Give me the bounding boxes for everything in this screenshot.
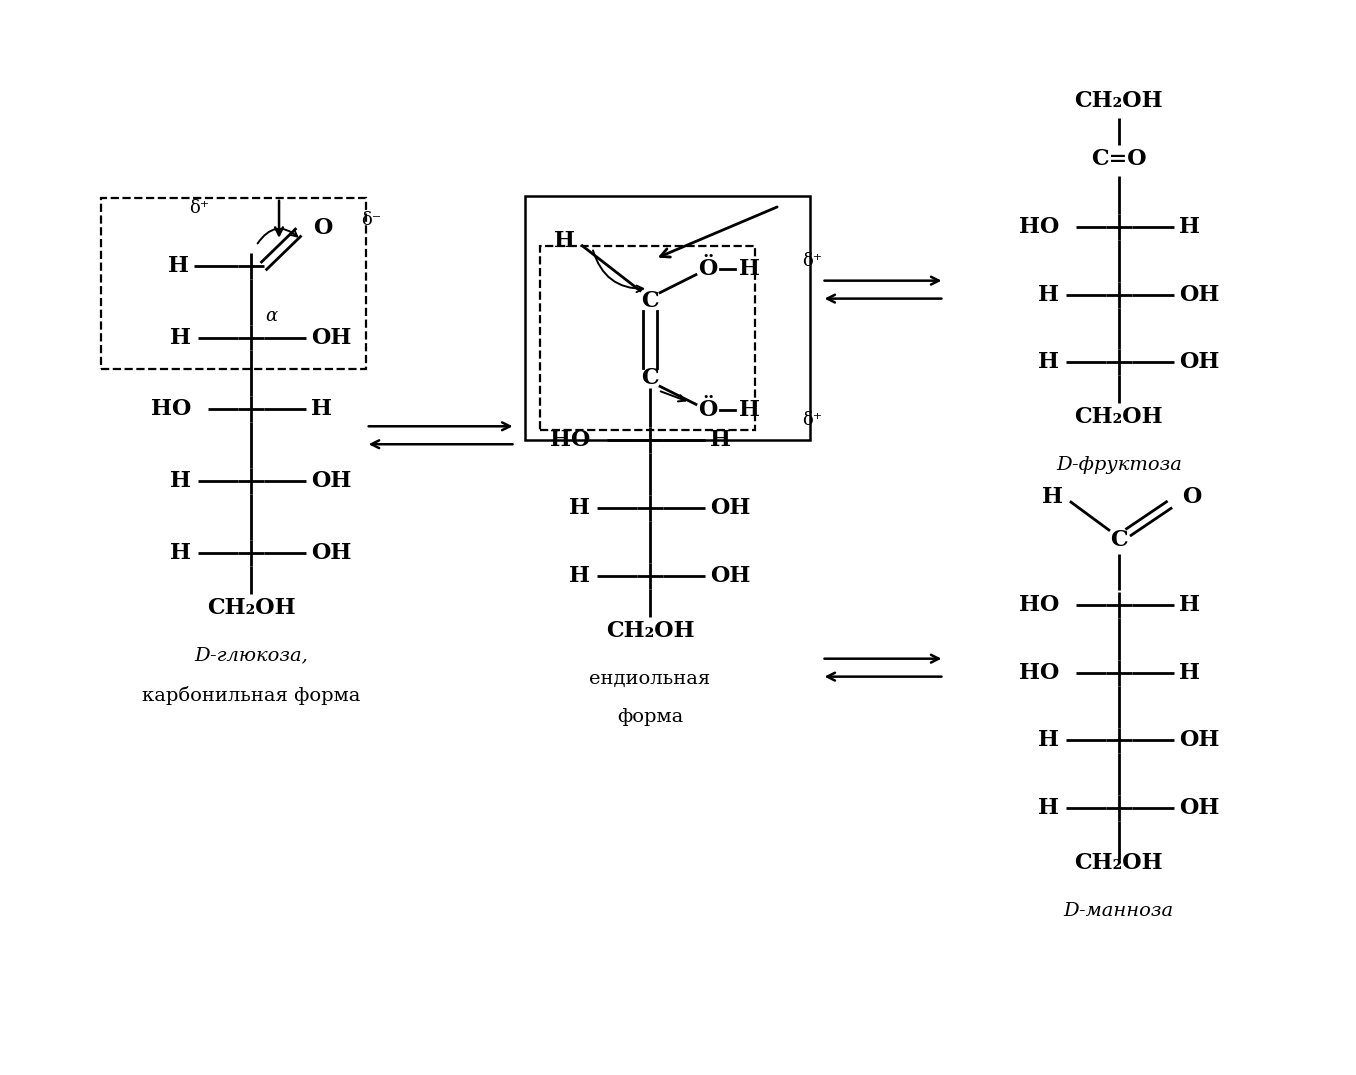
Text: C: C [641, 368, 659, 389]
Text: D-манноза: D-манноза [1064, 902, 1174, 920]
Text: HO: HO [1018, 216, 1059, 238]
Text: H: H [570, 564, 590, 587]
Text: H: H [1178, 661, 1200, 684]
Text: H: H [1037, 730, 1059, 751]
Text: O: O [1181, 486, 1201, 508]
Text: H: H [171, 327, 191, 348]
Text: δ⁺: δ⁺ [803, 252, 823, 270]
Text: OH: OH [711, 497, 750, 519]
Text: D-глюкоза,: D-глюкоза, [194, 647, 308, 664]
Text: H: H [1037, 352, 1059, 373]
Text: OH: OH [1178, 730, 1219, 751]
Text: H: H [311, 399, 332, 420]
Text: форма: форма [617, 707, 683, 726]
Text: H: H [171, 470, 191, 492]
Text: H: H [711, 429, 731, 452]
Text: OH: OH [311, 542, 351, 564]
Text: OH: OH [1178, 798, 1219, 819]
Text: H: H [739, 399, 761, 421]
Text: CH₂OH: CH₂OH [1074, 406, 1163, 428]
Bar [525, 196, 810, 441]
Text: α: α [264, 306, 277, 325]
Text: Ö: Ö [698, 258, 717, 280]
Text: CH₂OH: CH₂OH [1074, 852, 1163, 874]
Text: Ö: Ö [698, 399, 717, 421]
Text: HO: HO [151, 399, 191, 420]
Text: H: H [1037, 284, 1059, 305]
Text: карбонильная форма: карбонильная форма [142, 686, 361, 705]
Text: OH: OH [311, 327, 351, 348]
Text: HO: HO [1018, 661, 1059, 684]
Bar [540, 246, 755, 430]
Text: C=O: C=O [1092, 148, 1147, 170]
Text: H: H [1037, 798, 1059, 819]
Text: OH: OH [711, 564, 750, 587]
Text: ендиольная: ендиольная [590, 670, 711, 688]
Text: D-фруктоза: D-фруктоза [1056, 456, 1182, 474]
Text: C: C [641, 289, 659, 312]
Text: H: H [168, 255, 190, 276]
Text: δ⁺: δ⁺ [803, 412, 823, 429]
Text: H: H [570, 497, 590, 519]
Text: H: H [1041, 486, 1063, 508]
Text: CH₂OH: CH₂OH [1074, 90, 1163, 112]
Text: C: C [1111, 529, 1128, 551]
Text: OH: OH [1178, 284, 1219, 305]
Text: H: H [739, 258, 761, 280]
Text: O: O [313, 217, 332, 239]
Text: H: H [171, 542, 191, 564]
Text: OH: OH [311, 470, 351, 492]
Text: CH₂OH: CH₂OH [606, 620, 694, 642]
Text: OH: OH [1178, 352, 1219, 373]
Text: H: H [1178, 593, 1200, 616]
Bar [102, 198, 366, 370]
Text: CH₂OH: CH₂OH [207, 597, 296, 619]
Text: H: H [555, 230, 575, 252]
Text: H: H [1178, 216, 1200, 238]
Text: HO: HO [549, 429, 590, 452]
Text: δ⁻: δ⁻ [361, 211, 381, 229]
Text: HO: HO [1018, 593, 1059, 616]
Text: δ⁺: δ⁺ [190, 199, 209, 217]
